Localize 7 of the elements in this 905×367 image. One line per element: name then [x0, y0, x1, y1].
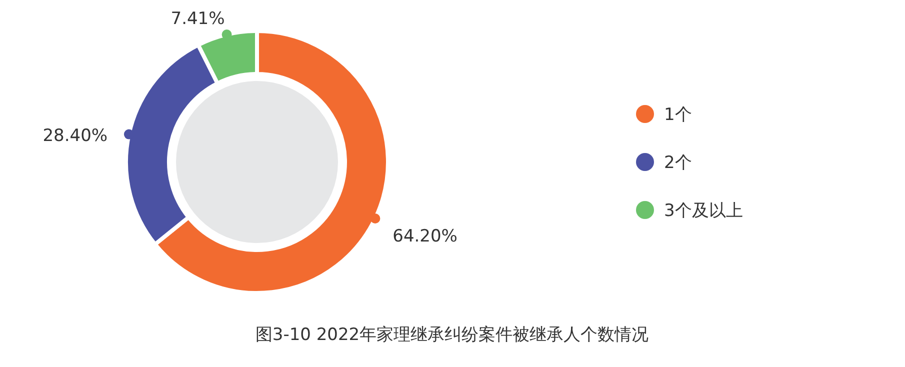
legend-label: 1个: [664, 105, 692, 125]
legend-label: 3个及以上: [664, 201, 743, 221]
data-label: 28.40%: [42, 126, 108, 146]
text: 图3-10 2022年家理继承纠纷案件被继承人个数情况: [255, 325, 649, 345]
data-label: 7.41%: [170, 9, 225, 29]
legend-label: 2个: [664, 153, 692, 173]
data-label: 64.20%: [392, 226, 458, 247]
